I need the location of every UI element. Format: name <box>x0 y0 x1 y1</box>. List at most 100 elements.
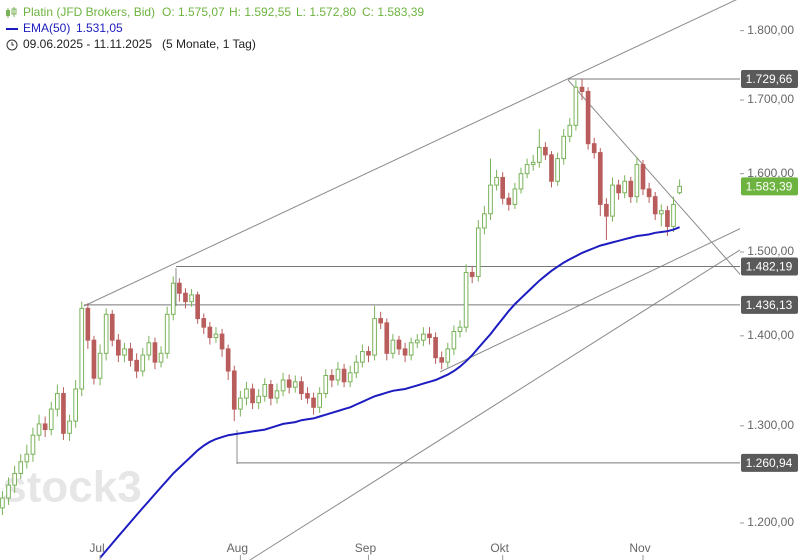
candle-body <box>55 393 60 410</box>
candle-body <box>109 313 115 341</box>
candle-body <box>427 333 432 339</box>
candle-body <box>207 326 213 339</box>
candle-body <box>439 357 445 363</box>
candle-body <box>463 271 469 328</box>
candle-body <box>640 164 646 190</box>
candle-body <box>91 339 97 379</box>
y-tick-label: 1.300,00 <box>747 418 794 432</box>
watermark: stock3 <box>2 463 141 512</box>
candle-body <box>280 379 286 392</box>
period-note: (5 Monate, 1 Tag) <box>162 37 256 51</box>
candle-body <box>140 354 146 372</box>
candle-body <box>677 185 682 194</box>
ohlc-label: C: 1.583,39 <box>362 5 424 19</box>
level-tag <box>741 295 798 314</box>
candle-body <box>6 484 11 499</box>
candle-body <box>445 348 451 363</box>
candle-body <box>225 348 231 372</box>
clock-hand <box>11 42 14 46</box>
level-tag-label: 1.729,66 <box>746 72 793 86</box>
candle-body <box>177 282 182 294</box>
candle-body <box>585 91 591 145</box>
candle-body <box>579 86 585 93</box>
x-tick-label: Aug <box>227 541 248 555</box>
candle-body <box>530 161 536 166</box>
candle-body <box>329 374 335 381</box>
candle-body <box>634 164 640 198</box>
trend-line <box>439 228 740 373</box>
candle-body <box>61 393 66 434</box>
candle-body <box>500 176 506 199</box>
candle-body <box>24 453 30 463</box>
candle-body <box>341 368 347 383</box>
candle-body <box>616 184 621 194</box>
candle-body <box>512 188 518 205</box>
candle-body <box>543 146 548 156</box>
level-tag-label: 1.482,19 <box>746 260 793 274</box>
candle-body <box>536 146 542 163</box>
last-price-tag <box>741 177 798 196</box>
level-tag <box>741 70 798 89</box>
candle-body <box>85 307 91 341</box>
candle-body <box>665 210 670 227</box>
candle-body <box>366 351 371 356</box>
candle-body <box>311 397 316 408</box>
candle-body <box>195 294 200 320</box>
candle-body <box>122 348 127 356</box>
candle-body <box>561 135 567 160</box>
clock-icon <box>6 39 18 51</box>
candle-body <box>567 124 573 137</box>
candle-body <box>299 381 304 395</box>
candle-body <box>335 368 341 381</box>
ema-line <box>99 226 680 559</box>
candle-body <box>482 213 487 229</box>
candle-body <box>591 143 597 154</box>
x-tick-label: Okt <box>490 541 509 555</box>
candle-body <box>183 292 188 303</box>
candle-body <box>457 326 463 332</box>
ohlc-label: O: 1.575,07 <box>162 5 225 19</box>
candle-body <box>262 383 268 397</box>
candle-body <box>152 342 158 363</box>
candle-body <box>604 203 609 217</box>
candle-body <box>201 318 207 328</box>
y-tick-label: 1.600,00 <box>747 166 794 180</box>
candle-body <box>610 184 615 217</box>
candle-body <box>360 351 365 363</box>
candle-body <box>524 164 530 175</box>
candle-body <box>353 361 359 374</box>
x-tick-label: Nov <box>629 541 650 555</box>
x-tick-label: Jul <box>89 541 104 555</box>
x-tick-label: Sep <box>355 541 377 555</box>
legend-label: EMA(50) <box>23 21 70 35</box>
legend-value: 1.531,05 <box>76 21 123 35</box>
trend-lines <box>83 0 740 560</box>
candle-body <box>506 197 512 205</box>
candle-body <box>421 333 426 341</box>
candle-body <box>268 383 274 399</box>
candle-body <box>73 388 78 422</box>
candle-body <box>305 393 310 399</box>
candle-body <box>170 282 176 315</box>
candle-body <box>396 339 402 350</box>
y-tick-label: 1.800,00 <box>747 23 794 37</box>
last-price-label: 1.583,39 <box>746 180 793 194</box>
candle-body <box>30 434 36 455</box>
candle-body <box>372 318 377 356</box>
level-tag <box>741 453 798 472</box>
candle-body <box>317 393 323 408</box>
candle-body <box>189 294 194 303</box>
candle-body <box>414 339 420 344</box>
candle-body <box>555 158 560 182</box>
candle-body <box>488 184 493 215</box>
ohlc-label: H: 1.592,55 <box>229 5 291 19</box>
trend-line <box>249 249 740 560</box>
candle-body <box>0 497 5 509</box>
candle-body <box>238 397 243 410</box>
candle-body <box>18 461 24 474</box>
y-tick-label: 1.200,00 <box>747 515 794 529</box>
y-tick-label: 1.400,00 <box>747 328 794 342</box>
candle-body <box>597 152 603 205</box>
candle-body <box>518 173 524 190</box>
